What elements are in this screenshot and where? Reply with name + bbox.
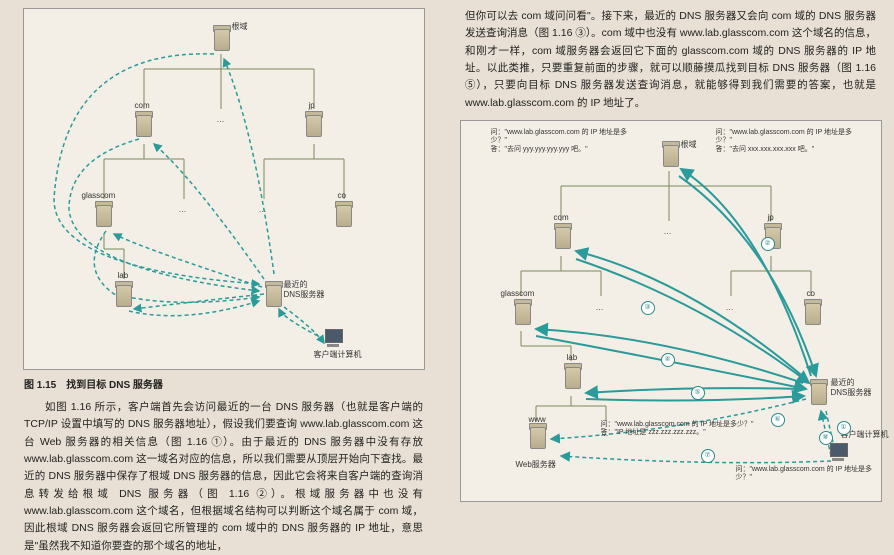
server-icon <box>134 111 152 139</box>
label-nearest2: DNS服务器 <box>831 387 872 398</box>
step-4: ④ <box>661 353 675 367</box>
label-co: co <box>807 289 815 298</box>
label-lab: lab <box>118 271 129 280</box>
q1: 问："www.lab.glasscom.com 的 IP 地址是多少？" 答："… <box>491 129 631 154</box>
label-com: com <box>135 101 150 110</box>
server-icon <box>114 281 132 309</box>
server-icon <box>94 201 112 229</box>
step-6: ⑥ <box>771 413 785 427</box>
server-icon <box>528 423 546 451</box>
label-dots: … <box>217 115 225 124</box>
monitor-icon <box>324 329 344 347</box>
server-icon <box>212 25 230 53</box>
label-jp: jp <box>309 101 315 110</box>
server-icon <box>334 201 352 229</box>
paragraph-1: 如图 1.16 所示，客户端首先会访问最近的一台 DNS 服务器（也就是客户端的… <box>10 399 437 555</box>
q2: 问："www.lab.glasscom.com 的 IP 地址是多少？" 答："… <box>716 129 866 154</box>
fig15-lines <box>24 9 424 369</box>
server-icon <box>809 379 827 407</box>
label-nearest2: DNS服务器 <box>284 289 325 300</box>
para1-text: 如图 1.16 所示，客户端首先会访问最近的一台 DNS 服务器（也就是客户端的… <box>24 399 423 555</box>
step-1: ① <box>837 421 851 435</box>
figure-1-15: 根域 com … jp glasscom … … co lab 最近的 DNS服… <box>23 8 425 370</box>
q3: 问："www.lab.glasscom.com 的 IP 地址是多少？" 答："… <box>601 421 771 438</box>
label-dots: … <box>179 205 187 214</box>
step-7: ⑦ <box>701 449 715 463</box>
server-icon <box>513 299 531 327</box>
monitor-icon <box>829 443 849 461</box>
right-column: 但你可以去 com 域问问看"。接下来，最近的 DNS 服务器又会向 com 域… <box>447 0 894 553</box>
label-root: 根域 <box>232 21 248 32</box>
label-glasscom: glasscom <box>82 191 116 200</box>
server-icon <box>553 223 571 251</box>
server-icon <box>264 281 282 309</box>
server-icon <box>563 363 581 391</box>
label-dots: … <box>596 303 604 312</box>
q4: 问："www.lab.glasscom.com 的 IP 地址是多少？" <box>736 466 876 483</box>
step-5: ⑤ <box>691 386 705 400</box>
server-icon <box>661 141 679 169</box>
label-dots: … <box>601 429 609 438</box>
step-2: ② <box>761 237 775 251</box>
paragraph-2: 但你可以去 com 域问问看"。接下来，最近的 DNS 服务器又会向 com 域… <box>457 8 884 120</box>
label-jp: jp <box>768 213 774 222</box>
figure-1-16: 问："www.lab.glasscom.com 的 IP 地址是多少？" 答："… <box>460 120 882 502</box>
label-glasscom: glasscom <box>501 289 535 298</box>
server-icon <box>803 299 821 327</box>
label-co: co <box>338 191 346 200</box>
para2-text: 但你可以去 com 域问问看"。接下来，最近的 DNS 服务器又会向 com 域… <box>465 10 876 109</box>
label-com: com <box>554 213 569 222</box>
label-dots: … <box>726 303 734 312</box>
label-lab: lab <box>567 353 578 362</box>
label-client: 客户端计算机 <box>314 349 362 360</box>
left-column: 根域 com … jp glasscom … … co lab 最近的 DNS服… <box>0 0 447 553</box>
step-3: ③ <box>641 301 655 315</box>
label-www: www <box>529 415 546 424</box>
label-dots: … <box>664 227 672 236</box>
label-dots: … <box>259 205 267 214</box>
label-web: Web服务器 <box>516 459 556 470</box>
server-icon <box>304 111 322 139</box>
step-8: ⑧ <box>819 431 833 445</box>
fig15-caption: 图 1.15 找到目标 DNS 服务器 <box>24 376 437 391</box>
label-root: 根域 <box>681 139 697 150</box>
